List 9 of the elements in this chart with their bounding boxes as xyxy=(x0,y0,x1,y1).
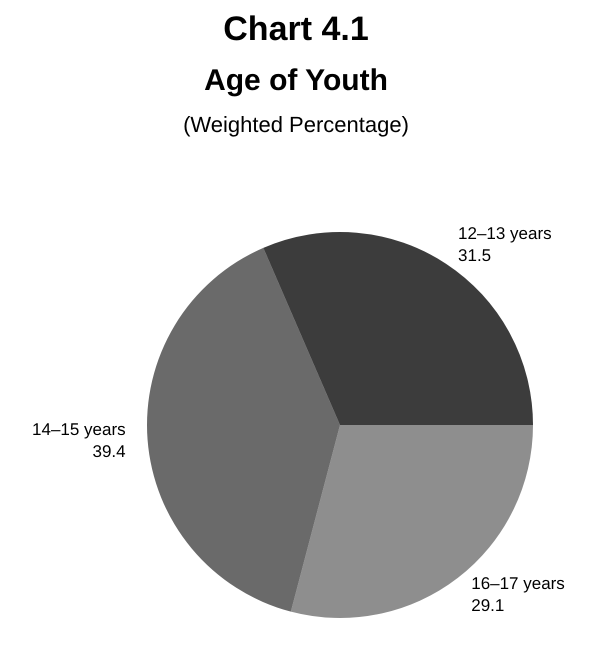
slice-label: 16–17 years xyxy=(471,574,565,593)
data-label: 29.1 xyxy=(471,596,504,615)
chart-subtitle: Age of Youth xyxy=(203,64,389,98)
chart-title: Chart 4.1 xyxy=(222,10,370,49)
data-label: 39.4 xyxy=(92,442,126,461)
slice-label: 14–15 years xyxy=(32,420,126,439)
data-label: 31.5 xyxy=(458,246,492,265)
slice-label: 12–13 years xyxy=(458,224,552,243)
text: (Weighted Percentage) xyxy=(182,112,410,138)
